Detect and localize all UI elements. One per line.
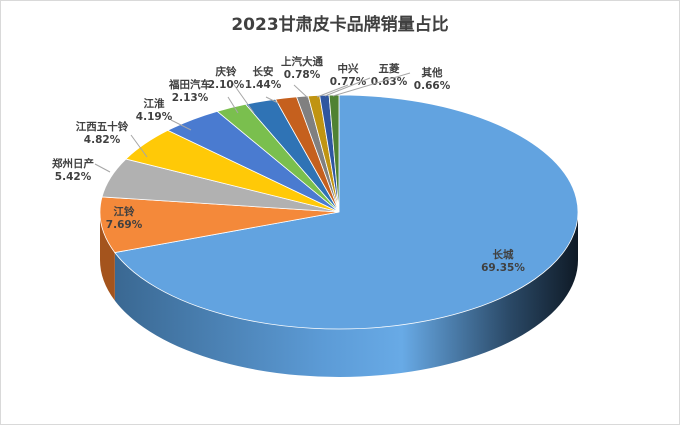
pie-side-0 [114,212,578,378]
pie-side-1 [100,212,115,301]
pie-slice-江铃[interactable] [99,196,340,254]
data-label: 江淮 4.19% [136,97,173,123]
leader-line [130,134,148,158]
leader-line [94,163,111,173]
pie-slice-长城[interactable] [114,94,579,330]
leader-line [316,84,349,98]
leader-line [227,96,239,114]
data-label: 五菱 0.63% [371,62,408,88]
data-label: 其他 0.66% [414,66,451,92]
leader-line [170,119,192,131]
data-label: 上汽大通 0.78% [281,55,323,81]
data-label: 江铃 7.69% [106,205,143,231]
data-label: 江西五十铃 4.82% [76,120,129,146]
pie-slice-其他[interactable] [328,94,340,213]
data-label: 长安 1.44% [245,65,282,91]
data-label: 郑州日产 5.42% [52,157,94,183]
leader-line [265,96,279,104]
leader-line [231,81,255,114]
leader-line [332,72,411,97]
chart-title: 2023甘肃皮卡品牌销量占比 [231,15,449,35]
leader-line [324,77,371,97]
data-label: 福田汽车 2.13% [168,78,211,104]
data-label: 庆铃 2.10% [208,65,245,91]
leader-line [293,84,309,99]
data-label: 中兴 0.77% [330,62,367,88]
data-label: 长城 69.35% [481,248,525,274]
